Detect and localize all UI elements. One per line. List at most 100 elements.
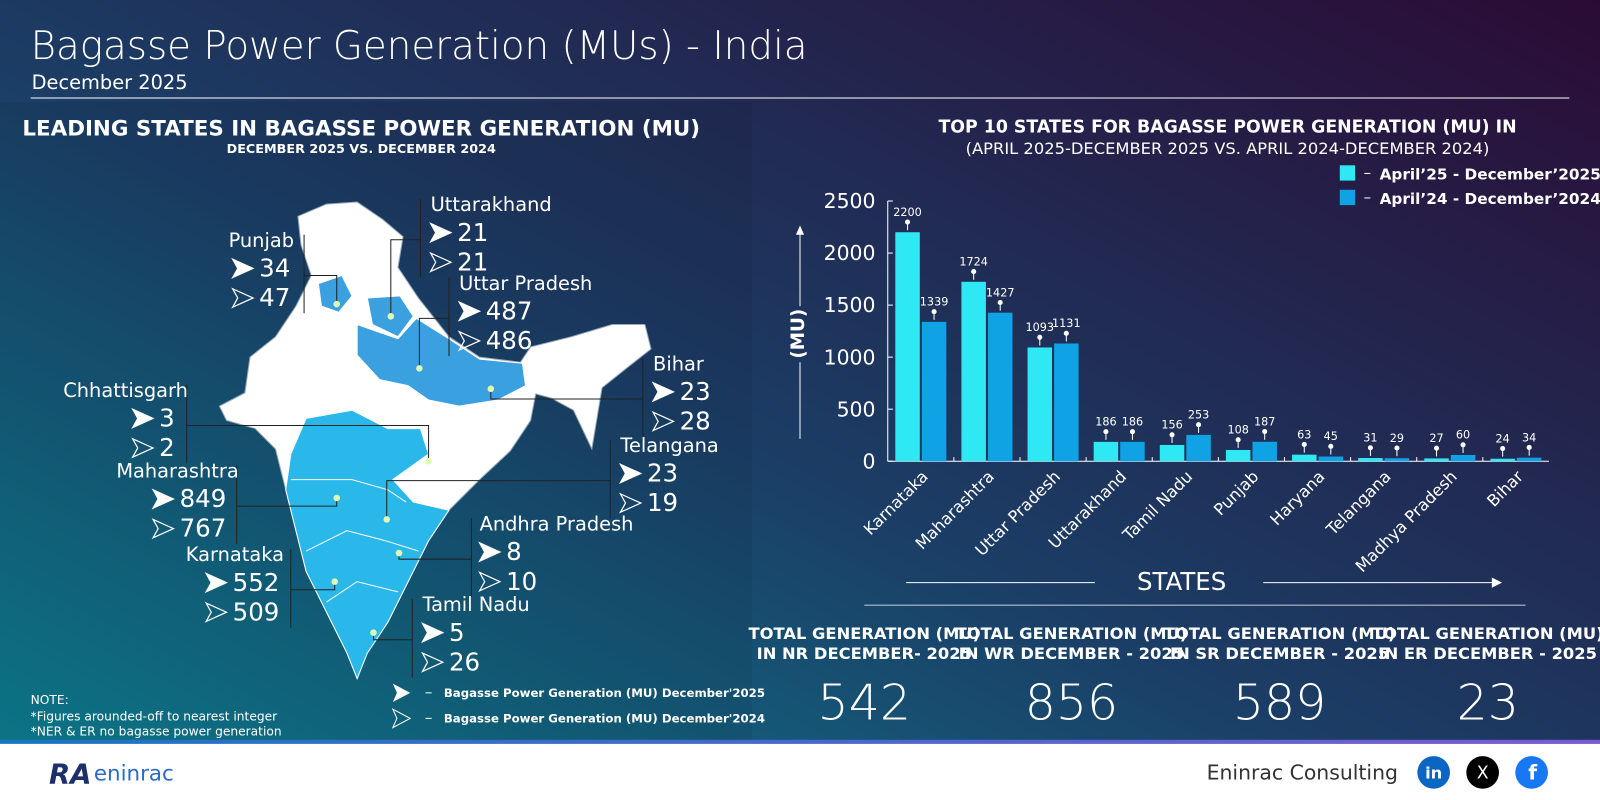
label-pin-head	[931, 309, 937, 315]
value-2024: 28	[680, 407, 711, 436]
state-name: Tamil Nadu	[421, 593, 529, 616]
total-value: 856	[1025, 674, 1118, 731]
bar	[1027, 347, 1053, 462]
data-label: 2200	[893, 206, 922, 219]
legend-label: April’25 - December’2025	[1380, 166, 1600, 184]
facebook-label[interactable]: f	[1528, 761, 1538, 785]
totals: TOTAL GENERATION (MU)IN NR DECEMBER- 202…	[748, 624, 1600, 732]
page-subtitle: December 2025	[32, 71, 188, 94]
data-label: 29	[1390, 432, 1404, 445]
data-label: 45	[1324, 430, 1338, 443]
label-pin-head	[1460, 442, 1466, 448]
state-dot	[425, 457, 432, 465]
leader-line	[490, 388, 643, 400]
value-2024: 21	[457, 247, 488, 276]
value-2025: 21	[457, 218, 488, 247]
logo-text: eninrac	[94, 762, 174, 787]
data-label: 1427	[986, 286, 1015, 299]
brand: Eninrac Consulting	[1207, 761, 1398, 785]
linkedin-label[interactable]: in	[1425, 764, 1442, 783]
data-label: 1724	[959, 255, 988, 268]
arrow-2025	[204, 572, 229, 594]
legend-label: April’24 - December’2024	[1380, 190, 1600, 208]
bar	[1252, 441, 1277, 462]
legend-arrow-filled	[392, 683, 411, 703]
value-2024: 19	[647, 488, 678, 517]
y-tick-label: 1500	[824, 293, 876, 317]
data-label: 186	[1095, 416, 1116, 429]
data-label: 31	[1363, 432, 1377, 445]
leader-line	[418, 317, 449, 369]
value-2025: 3	[159, 404, 175, 433]
state-dot	[487, 385, 495, 393]
total-value: 23	[1457, 674, 1519, 731]
state-name: Punjab	[229, 229, 294, 252]
bar	[1318, 456, 1344, 462]
arrow-2024	[618, 492, 643, 514]
bar	[1093, 441, 1119, 462]
arrow-2024	[457, 330, 482, 352]
arrow-2024	[204, 601, 229, 623]
arrow-2025	[131, 407, 155, 429]
bar	[961, 281, 986, 462]
value-2024: 486	[486, 326, 533, 355]
map-region-south-west	[285, 409, 450, 680]
state-dot	[331, 578, 338, 585]
label-pin-head	[1328, 443, 1334, 449]
state-dot	[395, 549, 403, 557]
linkedin-icon[interactable]	[1417, 756, 1450, 789]
map-legend-label: Bagasse Power Generation (MU) December'2…	[444, 711, 765, 725]
label-pin-head	[905, 219, 911, 225]
facebook-icon[interactable]	[1515, 756, 1548, 789]
data-label: 60	[1456, 429, 1470, 442]
total-label: IN WR DECEMBER - 2025	[959, 644, 1184, 663]
arrow-2025	[618, 462, 643, 484]
legend-swatch	[1339, 189, 1356, 206]
total-label: TOTAL GENERATION (MU)	[748, 624, 980, 643]
data-label: 156	[1161, 419, 1182, 432]
value-2025: 8	[506, 537, 522, 566]
arrow-2025	[421, 622, 445, 644]
label-pin-head	[997, 299, 1003, 306]
data-label: 63	[1297, 428, 1311, 441]
data-label: 24	[1496, 432, 1510, 445]
value-2025: 34	[259, 254, 290, 283]
state-dot	[383, 516, 390, 523]
bar	[895, 232, 920, 462]
x-icon[interactable]	[1466, 756, 1499, 789]
arrow-2025	[429, 222, 453, 244]
x-label[interactable]: X	[1477, 764, 1489, 784]
arrow-2025	[151, 488, 175, 510]
arrow-2024	[151, 518, 175, 540]
india-map	[218, 201, 652, 680]
total-label: TOTAL GENERATION (MU)	[1164, 624, 1396, 643]
arrow-2024	[429, 251, 453, 273]
bar	[1292, 454, 1317, 462]
label-pin-head	[1262, 429, 1268, 435]
map-border	[290, 479, 407, 503]
state-dot	[387, 313, 395, 320]
bar	[1054, 343, 1079, 462]
label-pin-head	[1037, 334, 1043, 340]
chart-title: TOP 10 STATES FOR BAGASSE POWER GENERATI…	[938, 118, 1516, 138]
label-pin-head	[971, 269, 977, 275]
note: *NER & ER no bagasse power generation	[31, 725, 282, 739]
page-title: Bagasse Power Generation (MUs) - India	[31, 24, 808, 69]
value-2025: 23	[680, 377, 711, 406]
bar	[1424, 458, 1449, 462]
leader-line	[386, 480, 611, 520]
arrow-2025	[478, 541, 502, 563]
total-label: TOTAL GENERATION (MU)	[1372, 624, 1600, 643]
value-2024: 26	[449, 647, 480, 676]
total-label: TOTAL GENERATION (MU)	[956, 624, 1188, 643]
bar	[1490, 458, 1515, 462]
data-label: 108	[1227, 424, 1248, 437]
state-dot	[333, 494, 340, 502]
data-label: 1093	[1026, 321, 1055, 334]
bar	[921, 321, 947, 462]
arrow-2025	[457, 300, 482, 322]
bar	[1384, 458, 1410, 462]
x-axis-label: STATES	[1137, 567, 1226, 596]
y-tick-label: 2500	[824, 189, 876, 213]
